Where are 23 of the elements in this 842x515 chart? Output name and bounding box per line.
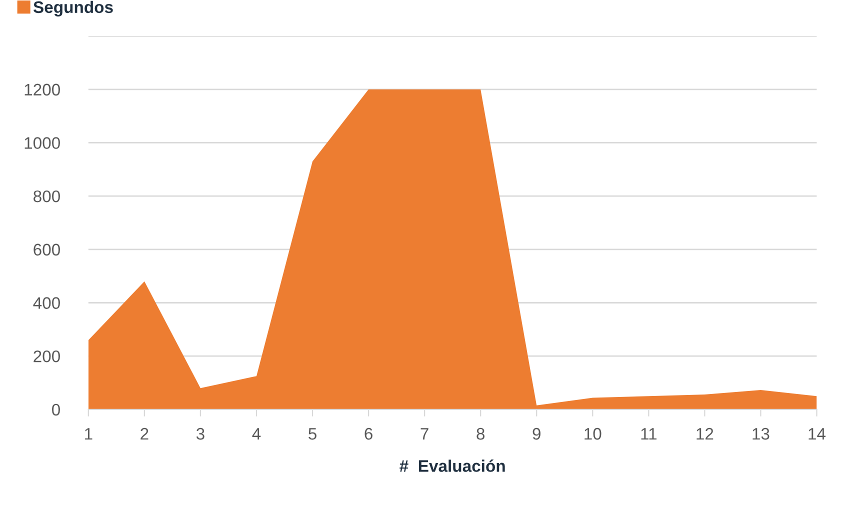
x-tick-label: 6 — [364, 428, 372, 440]
y-tick-label: 1000 — [24, 137, 60, 149]
x-tick-label: 11 — [641, 428, 657, 440]
x-axis-title: # Evaluación — [400, 460, 505, 472]
x-tick-label: 10 — [584, 428, 602, 440]
y-tick-label: 0 — [52, 404, 60, 416]
x-tick-label: 7 — [420, 428, 428, 440]
x-tick-label: 8 — [476, 428, 484, 440]
y-tick-label: 1200 — [24, 84, 60, 96]
y-tick-label: 600 — [34, 244, 60, 256]
x-tick-label: 12 — [696, 428, 714, 440]
x-tick-label: 3 — [196, 428, 204, 440]
x-tick-label: 13 — [752, 428, 770, 440]
x-tick-label: 5 — [308, 428, 316, 440]
x-tick-label: 1 — [85, 428, 92, 440]
x-tick-label: 2 — [140, 428, 148, 440]
y-tick-label: 400 — [33, 297, 60, 309]
x-tick-label: 14 — [808, 428, 826, 440]
y-tick-label: 200 — [34, 350, 60, 362]
y-tick-label: 800 — [34, 190, 60, 202]
x-tick-label: 9 — [532, 428, 540, 440]
legend-label: Segundos — [33, 0, 113, 16]
x-tick-label: 4 — [252, 428, 261, 440]
